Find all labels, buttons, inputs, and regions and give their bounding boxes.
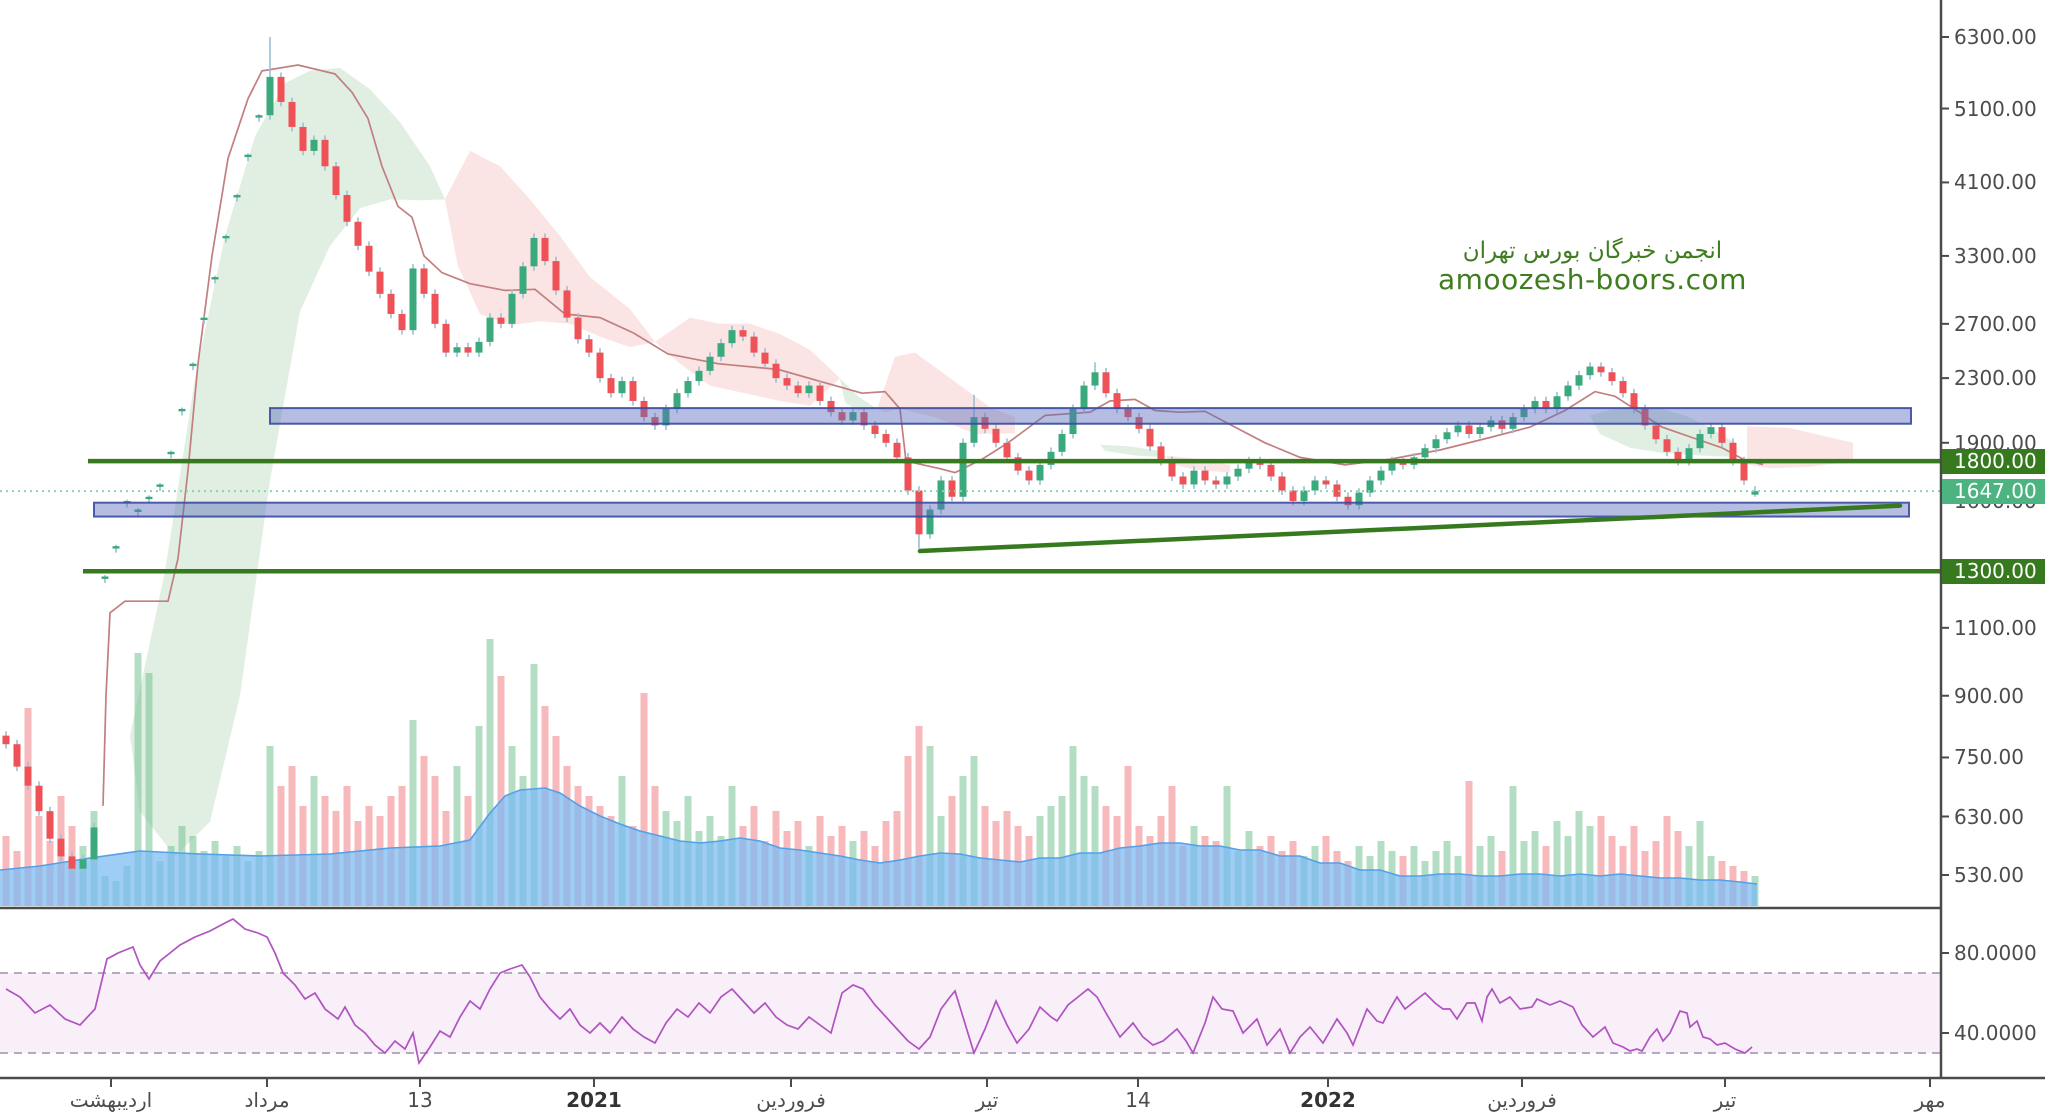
time-tick-label: تیر bbox=[975, 1088, 999, 1112]
ichimoku-cloud bbox=[1167, 455, 1230, 473]
price-tick-label: 530.00 bbox=[1954, 863, 2024, 887]
time-tick-label: 2022 bbox=[1300, 1088, 1356, 1112]
price-label-resistance: 1800.00 bbox=[1942, 449, 2045, 474]
time-tick-label: مهر bbox=[1914, 1088, 1946, 1112]
ichimoku-cloud bbox=[130, 67, 445, 857]
time-tick-label: فروردین bbox=[756, 1088, 826, 1112]
time-tick-label: فروردین bbox=[1487, 1088, 1557, 1112]
volume-ma-edge bbox=[0, 787, 1758, 885]
price-tick-label: 900.00 bbox=[1954, 683, 2024, 708]
price-tick-label: 6300.00 bbox=[1954, 25, 2037, 49]
time-tick-label: 14 bbox=[1125, 1088, 1151, 1112]
price-tick-label: 2300.00 bbox=[1954, 366, 2037, 391]
ichimoku-cloud bbox=[877, 352, 1015, 434]
rsi-tick-40: 40.0000 bbox=[1954, 1021, 2037, 1045]
baseline-indicator bbox=[102, 64, 1764, 806]
trendline bbox=[917, 503, 1903, 554]
supply-zone bbox=[269, 407, 1912, 425]
time-tick-label: مرداد bbox=[244, 1088, 290, 1112]
ichimoku-cloud bbox=[655, 317, 840, 406]
price-label-support: 1300.00 bbox=[1942, 559, 2045, 584]
ichimoku-cloud bbox=[840, 378, 877, 411]
time-tick-label: تیر bbox=[1713, 1088, 1737, 1112]
price-tick-label: 5100.00 bbox=[1954, 96, 2037, 121]
rsi-tick-80: 80.0000 bbox=[1954, 941, 2037, 965]
price-tick-label: 4100.00 bbox=[1954, 170, 2037, 195]
watermark-line-fa: انجمن خبرگان بورس تهران bbox=[1462, 238, 1723, 264]
ichimoku-cloud bbox=[1100, 444, 1167, 458]
volume-ma-area bbox=[0, 788, 1757, 906]
ichimoku-cloud bbox=[445, 150, 655, 348]
price-tick-label: 2700.00 bbox=[1954, 311, 2037, 336]
price-tick-label: 3300.00 bbox=[1954, 243, 2037, 268]
watermark-line-en: amoozesh-boors.com bbox=[1438, 263, 1747, 297]
demand-zone bbox=[93, 501, 1910, 518]
price-label-last-price: 1647.00 bbox=[1942, 479, 2045, 504]
ichimoku-cloud bbox=[1747, 426, 1853, 469]
watermark: انجمن خبرگان بورس تهران amoozesh-boors.c… bbox=[1438, 238, 1747, 297]
price-tick-label: 1100.00 bbox=[1954, 615, 2037, 640]
price-tick-label: 630.00 bbox=[1954, 804, 2024, 829]
time-tick-label: اردیبهشت bbox=[69, 1088, 153, 1112]
rsi-line bbox=[5, 917, 1753, 1066]
time-tick-label: 13 bbox=[407, 1088, 433, 1112]
time-tick-label: 2021 bbox=[566, 1088, 622, 1112]
price-tick-label: 750.00 bbox=[1954, 745, 2024, 770]
